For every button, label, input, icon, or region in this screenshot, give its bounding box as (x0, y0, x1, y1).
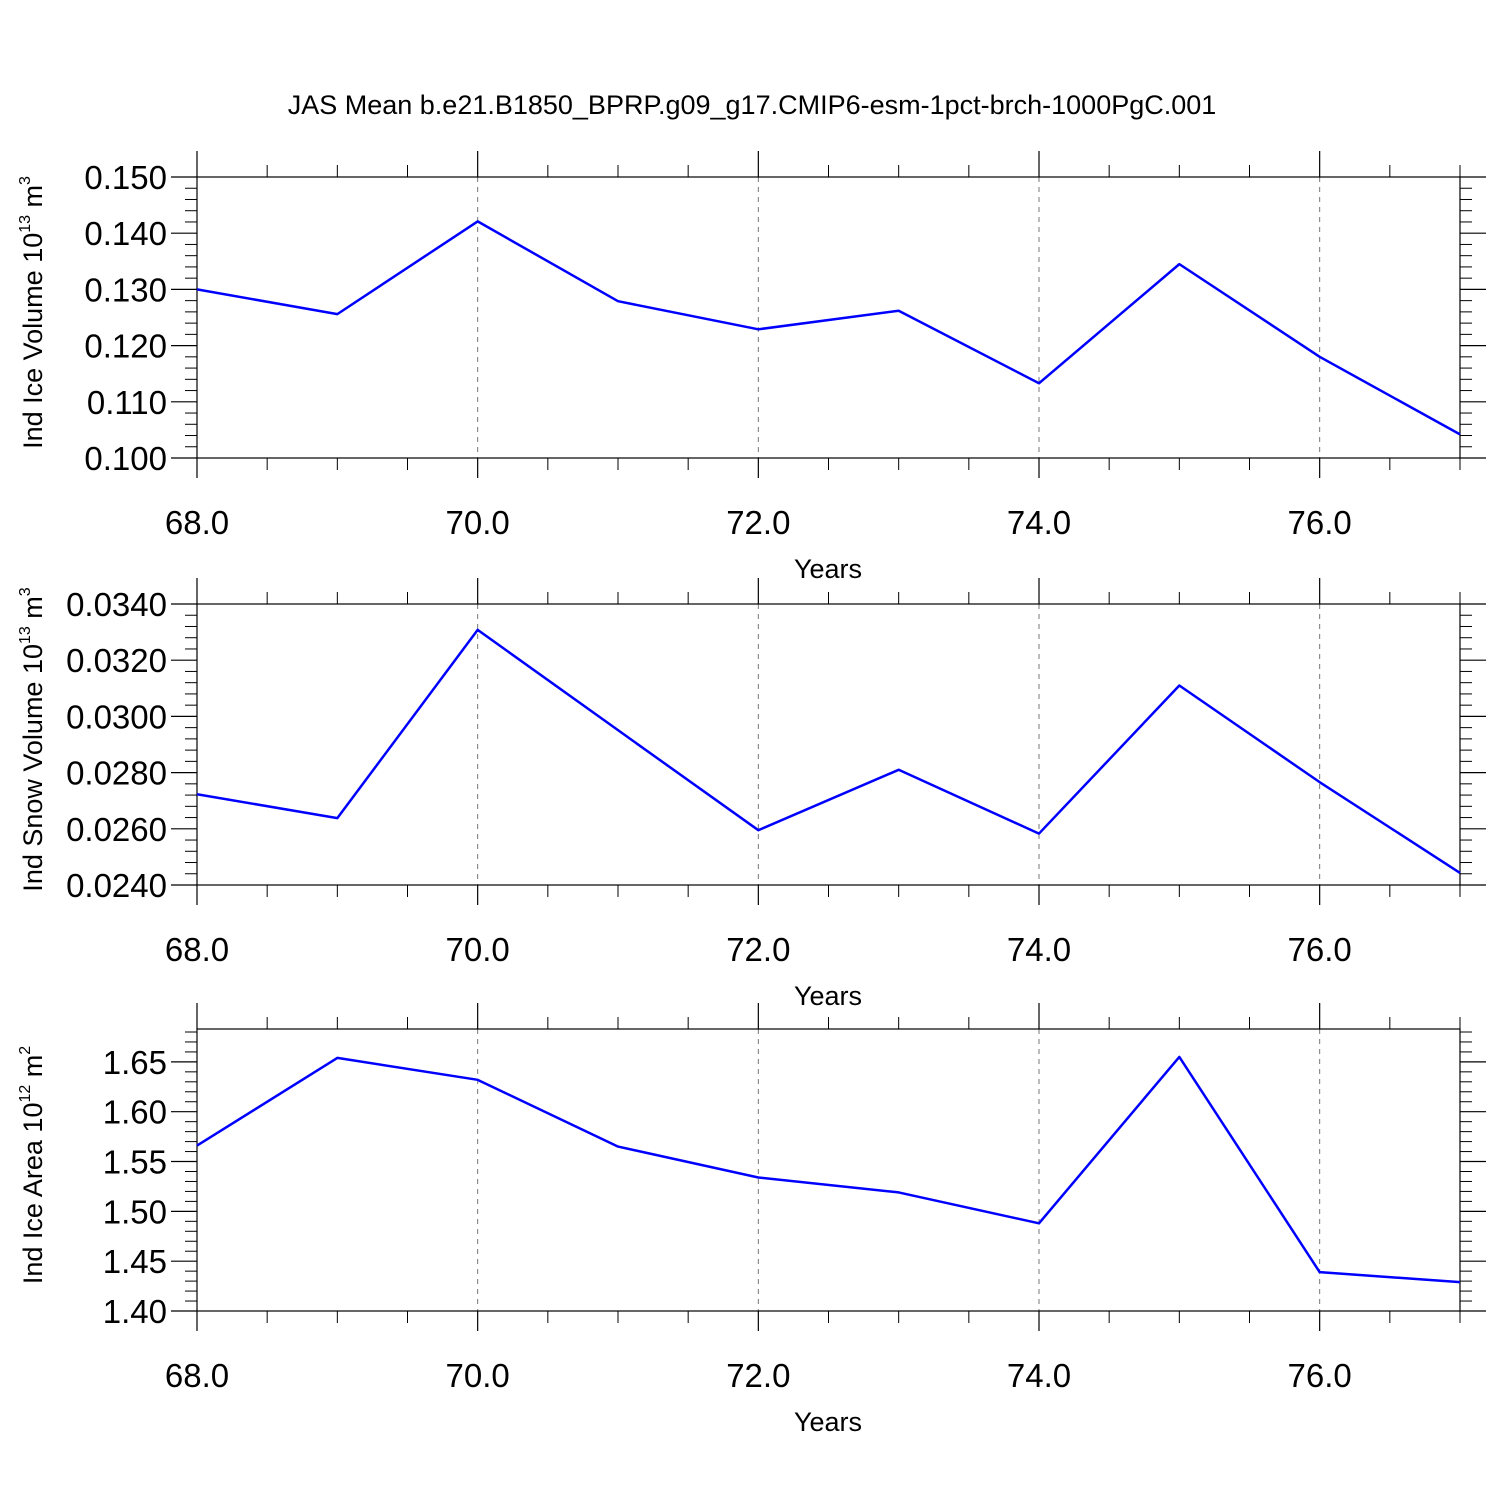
x-tick-label: 76.0 (1288, 931, 1352, 968)
x-axis-label: Years (794, 1407, 862, 1437)
y-axis-label-text: Ind Ice Area 10 (18, 1103, 48, 1285)
y-tick-label: 0.130 (84, 271, 167, 308)
x-tick-label: 74.0 (1007, 931, 1071, 968)
y-tick-label: 0.0320 (66, 642, 167, 679)
y-tick-label: 0.150 (84, 159, 167, 196)
x-axis-label: Years (794, 981, 862, 1011)
plot-frame (196, 603, 1461, 886)
x-tick-label: 72.0 (726, 504, 790, 541)
y-axis-label-superscript: 12 (17, 1085, 34, 1103)
panel-1: 68.0 70.0 72.0 74.0 76.0 0.100 0.110 0.120 0.130… (17, 151, 1486, 584)
x-tick-label: 70.0 (446, 504, 510, 541)
y-tick-label: 1.50 (103, 1193, 167, 1230)
x-tick-label: 72.0 (726, 931, 790, 968)
x-tick-label: 72.0 (726, 1357, 790, 1394)
y-axis-label-text: Ind Ice Volume 10 (18, 233, 48, 449)
panel-3: 68.0 70.0 72.0 74.0 76.0 1.40 1.45 1.50 1.55 1.60… (17, 1003, 1486, 1437)
series-line-1 (196, 1055, 1461, 1284)
y-axis-label-superscript: 13 (17, 626, 34, 644)
y-tick-label: 1.60 (103, 1094, 167, 1131)
y-tick-label: 1.65 (103, 1044, 167, 1081)
y-axis-label-text: Ind Snow Volume 10 (18, 644, 48, 892)
y-axis-label-superscript: 3 (17, 176, 34, 185)
y-tick-label: 0.0280 (66, 755, 167, 792)
y-axis-label-text: m (18, 596, 48, 626)
y-tick-label: 1.45 (103, 1243, 167, 1280)
y-tick-label: 0.140 (84, 215, 167, 252)
figure-title: JAS Mean b.e21.B1850_BPRP.g09_g17.CMIP6-… (288, 90, 1217, 120)
y-axis-label-text: m (18, 1055, 48, 1085)
series-line-1 (196, 220, 1461, 436)
y-tick-label: 0.0340 (66, 586, 167, 623)
y-tick-label: 0.120 (84, 328, 167, 365)
y-axis-label-text: m (18, 185, 48, 215)
plot-frame (196, 176, 1461, 459)
x-tick-label: 68.0 (165, 931, 229, 968)
y-axis-label-superscript: 2 (17, 1046, 34, 1055)
x-tick-label: 74.0 (1007, 1357, 1071, 1394)
y-tick-label: 0.100 (84, 440, 167, 477)
x-tick-label: 70.0 (446, 931, 510, 968)
y-axis-label-superscript: 3 (17, 587, 34, 596)
y-axis-label: Ind Ice Volume 1013 m3 (17, 176, 48, 449)
y-axis-label: Ind Snow Volume 1013 m3 (17, 587, 48, 891)
y-tick-label: 1.55 (103, 1144, 167, 1181)
x-axis-label: Years (794, 554, 862, 584)
x-tick-label: 68.0 (165, 1357, 229, 1394)
y-tick-label: 0.110 (87, 384, 167, 421)
y-tick-label: 0.0260 (66, 811, 167, 848)
y-tick-label: 0.0240 (66, 867, 167, 904)
plot-frame (196, 1028, 1461, 1312)
y-tick-label: 1.40 (103, 1293, 167, 1330)
x-tick-label: 76.0 (1288, 504, 1352, 541)
y-tick-label: 0.0300 (66, 698, 167, 735)
y-axis-label-superscript: 13 (17, 215, 34, 233)
y-axis-label: Ind Ice Area 1012 m2 (17, 1046, 48, 1284)
x-tick-label: 74.0 (1007, 504, 1071, 541)
x-tick-label: 70.0 (446, 1357, 510, 1394)
x-tick-label: 76.0 (1288, 1357, 1352, 1394)
series-line-1 (196, 628, 1461, 874)
x-tick-label: 68.0 (165, 504, 229, 541)
panel-2: 68.0 70.0 72.0 74.0 76.0 0.0240 0.0260 0.0280 0.… (17, 578, 1486, 1011)
